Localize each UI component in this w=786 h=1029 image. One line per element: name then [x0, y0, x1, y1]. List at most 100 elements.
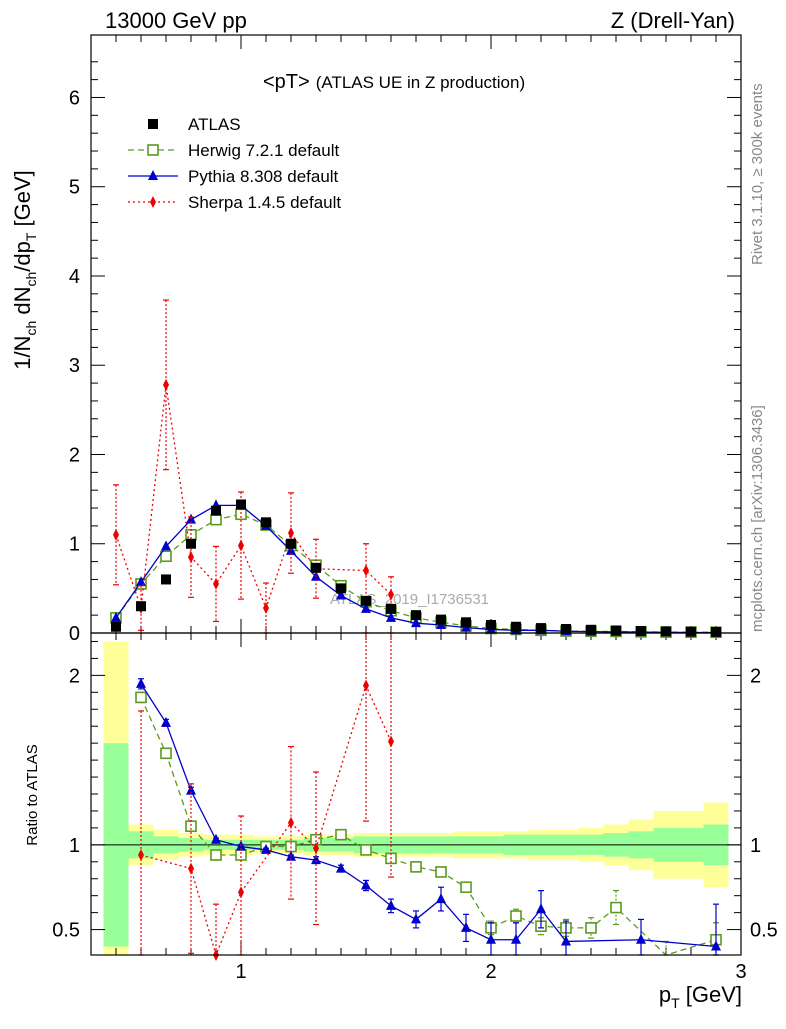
data-point — [411, 617, 421, 628]
y-tick-label-right: 2 — [750, 665, 761, 687]
data-point — [138, 849, 144, 862]
rivet-label: Rivet 3.1.10, ≥ 300k events — [749, 83, 766, 265]
data-point — [335, 828, 347, 841]
x-axis-label: pT [GeV] — [659, 982, 742, 1011]
ratio-line — [140, 697, 717, 956]
data-point — [586, 624, 596, 635]
data-point — [111, 621, 121, 632]
data-point — [288, 527, 294, 540]
data-point — [163, 378, 169, 391]
data-point — [238, 539, 244, 552]
data-point — [136, 601, 146, 612]
y-tick-label: 0 — [69, 623, 80, 645]
data-point — [386, 611, 396, 622]
header-right: Z (Drell-Yan) — [611, 8, 735, 33]
data-point — [113, 528, 119, 541]
data-point — [561, 935, 571, 946]
data-point — [461, 617, 471, 628]
y-tick-label: 6 — [69, 87, 80, 109]
data-point — [436, 614, 446, 625]
ratio-line — [140, 683, 717, 948]
data-point — [361, 595, 371, 606]
data-point — [386, 603, 396, 614]
ratio-line — [140, 683, 392, 958]
series-atlas — [111, 499, 721, 637]
data-point — [486, 619, 496, 630]
data-point — [363, 679, 369, 692]
data-point — [436, 893, 446, 904]
data-point — [135, 691, 147, 704]
data-point — [661, 626, 671, 637]
header-left: 13000 GeV pp — [105, 8, 247, 33]
data-point — [363, 564, 369, 577]
data-point — [286, 538, 296, 549]
y-tick-label: 2 — [69, 444, 80, 466]
data-point — [386, 899, 396, 910]
data-point — [210, 849, 222, 861]
y-tick-label: 1 — [69, 835, 80, 857]
legend-item: ATLAS — [148, 115, 241, 134]
top-axis-ticks: 0 1 2 3 4 5 6 — [69, 35, 741, 645]
data-point — [435, 866, 447, 878]
data-point — [536, 623, 546, 634]
data-point — [711, 940, 721, 951]
mcplots-label: mcplots.cern.ch [arXiv:1306.3436] — [749, 405, 766, 632]
y-axis-label-top: 1/Nch dNch/dpT [GeV] — [10, 170, 39, 370]
data-point — [136, 677, 146, 688]
data-point — [411, 610, 421, 621]
data-point — [311, 854, 321, 865]
data-point — [360, 844, 372, 856]
data-point — [336, 589, 346, 600]
data-point — [160, 550, 172, 563]
data-point — [410, 861, 422, 873]
data-point — [361, 879, 371, 890]
data-point — [411, 913, 421, 924]
data-point — [188, 551, 194, 564]
data-point — [261, 843, 271, 854]
data-point — [188, 862, 194, 875]
data-point — [161, 716, 171, 727]
x-tick-label: 1 — [235, 961, 246, 983]
data-point — [236, 499, 246, 510]
data-point — [561, 623, 571, 634]
y-tick-label: 0.5 — [52, 920, 80, 942]
data-point — [636, 933, 646, 944]
legend-label: Sherpa 1.4.5 default — [188, 193, 341, 212]
data-point — [211, 833, 221, 844]
data-point — [235, 849, 247, 861]
legend-item: Herwig 7.2.1 default — [128, 141, 339, 160]
data-point — [263, 602, 269, 615]
legend-item: Pythia 8.308 default — [128, 167, 339, 186]
title-sub: (ATLAS UE in Z production) — [316, 73, 525, 92]
y-tick-label: 5 — [69, 177, 80, 199]
data-point — [336, 583, 346, 594]
data-point — [210, 513, 222, 526]
data-point — [611, 625, 621, 636]
data-point — [460, 881, 472, 894]
data-point — [388, 735, 394, 748]
y-tick-label-right: 1 — [750, 835, 761, 857]
y-tick-label: 1 — [69, 534, 80, 556]
data-point — [636, 626, 646, 637]
data-point — [711, 626, 721, 637]
data-point — [160, 747, 172, 760]
ratio-sherpa — [138, 632, 394, 961]
x-tick-label: 3 — [735, 961, 746, 983]
data-point — [213, 577, 219, 590]
data-point — [161, 540, 171, 551]
legend-label: Herwig 7.2.1 default — [188, 141, 339, 160]
legend: ATLAS Herwig 7.2.1 default Pythia 8.308 de… — [128, 115, 341, 212]
data-point — [585, 922, 597, 934]
y-tick-label: 4 — [69, 266, 80, 288]
data-point — [511, 621, 521, 632]
y-axis-label-bottom: Ratio to ATLAS — [24, 744, 41, 845]
data-point — [150, 196, 156, 208]
data-point — [148, 119, 158, 129]
title-main: <pT> — [263, 71, 310, 93]
data-point — [161, 574, 171, 585]
bottom-frame — [90, 632, 742, 956]
data-point — [511, 933, 521, 944]
main-title: <pT> (ATLAS UE in Z production) — [263, 71, 525, 93]
data-point — [313, 842, 319, 855]
